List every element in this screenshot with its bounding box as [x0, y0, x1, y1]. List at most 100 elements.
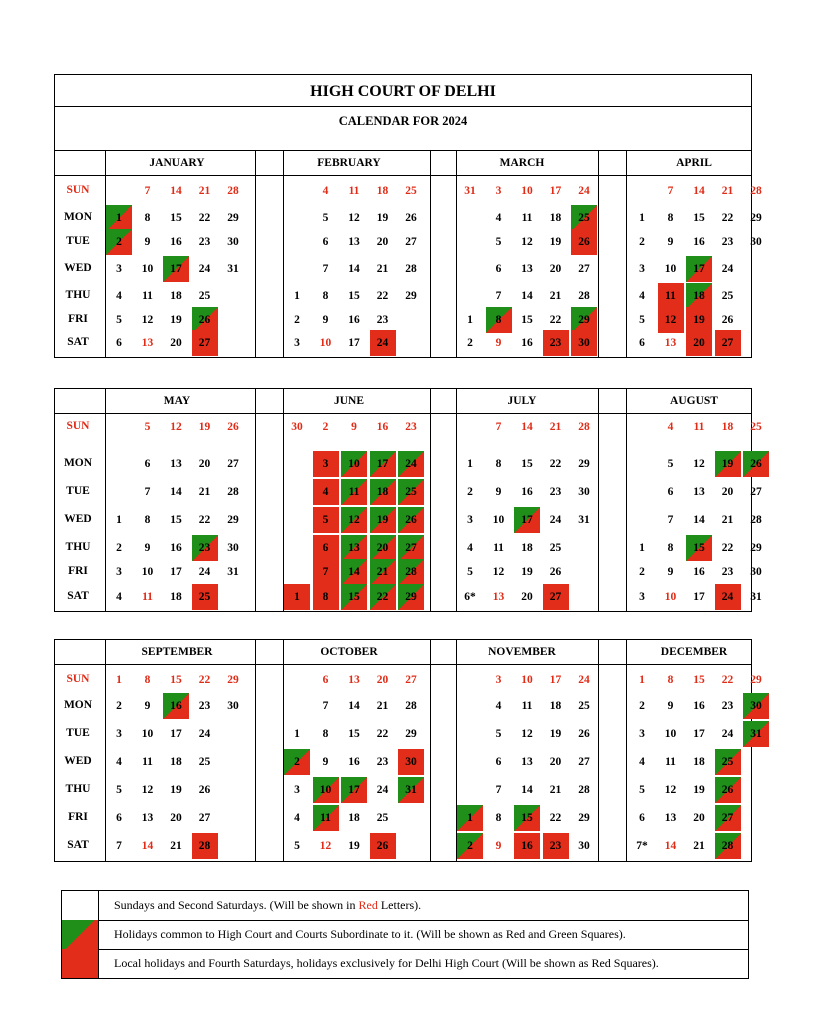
date-number: 27 — [227, 458, 239, 470]
date-number: 3 — [116, 263, 122, 275]
date-number: 3 — [495, 674, 502, 686]
date-number: 29 — [405, 591, 417, 603]
date-number: 28 — [198, 840, 211, 852]
date-number: 19 — [170, 314, 182, 326]
date-number: 18 — [521, 542, 533, 554]
date-number: 27 — [578, 263, 590, 275]
holiday-common-square — [284, 749, 310, 775]
day-name-tue: TUE — [66, 727, 90, 739]
month-name: JUNE — [333, 395, 365, 407]
date-number: 1 — [639, 542, 645, 554]
date-number: 5 — [495, 236, 502, 248]
holiday-local-square — [686, 307, 712, 333]
date-number: 10 — [348, 458, 360, 470]
date-number: 26 — [227, 421, 239, 433]
column-divider — [456, 639, 457, 862]
holiday-common-square — [714, 805, 741, 831]
date-number: 12 — [170, 421, 182, 433]
date-number: 19 — [721, 458, 734, 470]
date-number: 13 — [348, 236, 360, 248]
date-number: 7 — [322, 700, 329, 712]
holiday-local-square — [191, 584, 218, 610]
legend-text: Sundays and Second Saturdays. (Will be s… — [114, 898, 359, 912]
holiday-common-square — [686, 283, 712, 309]
date-number: 15 — [170, 514, 182, 526]
date-number: 8 — [322, 728, 329, 740]
month-name: SEPTEMBER — [141, 646, 213, 658]
date-number: 18 — [693, 756, 705, 768]
holiday-local-square — [312, 507, 339, 533]
date-number: 1 — [294, 290, 300, 302]
date-number: 16 — [521, 840, 533, 852]
page-subtitle: CALENDAR FOR 2024 — [54, 105, 752, 151]
date-number: 7* — [636, 840, 648, 852]
legend-swatch-white — [62, 891, 99, 920]
column-divider — [626, 388, 627, 612]
date-number: 11 — [521, 212, 533, 224]
holiday-local-square — [542, 584, 569, 610]
column-divider — [255, 150, 256, 358]
holiday-common-square — [341, 451, 367, 477]
date-number: 17 — [170, 263, 182, 275]
holiday-local-square — [398, 749, 424, 775]
date-number: 22 — [376, 728, 389, 740]
date-number: 27 — [721, 337, 734, 349]
date-number: 31 — [750, 728, 762, 740]
date-number: 8 — [495, 314, 502, 326]
date-number: 26 — [405, 212, 417, 224]
month-name: FEBRUARY — [317, 157, 381, 169]
date-number: 19 — [348, 840, 360, 852]
date-number: 11 — [142, 756, 153, 768]
date-number: 24 — [721, 728, 734, 740]
date-number: 27 — [198, 812, 211, 824]
date-number: 5 — [116, 314, 122, 326]
date-number: 16 — [170, 700, 182, 712]
date-number: 16 — [348, 756, 360, 768]
date-number: 25 — [750, 421, 762, 433]
holiday-common-square — [398, 451, 424, 477]
date-number: 12 — [664, 784, 677, 796]
date-number: 5 — [322, 514, 329, 526]
date-number: 28 — [405, 263, 417, 275]
date-number: 7 — [144, 486, 151, 498]
date-number: 7 — [495, 784, 502, 796]
date-number: 10 — [492, 514, 505, 526]
date-number: 25 — [578, 212, 590, 224]
date-number: 19 — [549, 236, 562, 248]
column-divider — [430, 388, 431, 612]
date-number: 2 — [639, 236, 645, 248]
date-number: 25 — [198, 290, 211, 302]
date-number: 29 — [578, 458, 590, 470]
date-number: 27 — [549, 591, 562, 603]
date-number: 18 — [549, 700, 562, 712]
date-number: 30 — [578, 337, 590, 349]
date-number: 9 — [495, 486, 502, 498]
date-number: 17 — [549, 674, 562, 686]
quarter-block — [54, 150, 752, 358]
date-number: 14 — [521, 784, 533, 796]
date-number: 12 — [492, 566, 505, 578]
holiday-common-square — [514, 507, 540, 533]
date-number: 20 — [549, 756, 562, 768]
holiday-common-square — [457, 833, 483, 859]
holiday-local-square — [686, 330, 712, 356]
legend-row-red: Local holidays and Fourth Saturdays, hol… — [62, 949, 748, 978]
holiday-common-square — [369, 535, 396, 561]
legend-text: Local holidays and Fourth Saturdays, hol… — [114, 956, 659, 970]
holiday-local-square — [514, 833, 540, 859]
date-number: 22 — [198, 514, 211, 526]
date-number: 13 — [521, 263, 533, 275]
date-number: 24 — [376, 337, 389, 349]
legend-text: Holidays common to High Court and Courts… — [114, 927, 626, 941]
column-divider — [626, 150, 627, 358]
date-number: 17 — [693, 728, 705, 740]
date-number: 3 — [294, 784, 300, 796]
date-number: 21 — [549, 421, 562, 433]
legend-swatch-red — [62, 949, 99, 978]
date-number: 20 — [521, 591, 533, 603]
date-number: 4 — [639, 756, 645, 768]
date-number: 10 — [319, 337, 332, 349]
date-number: 4 — [667, 421, 674, 433]
day-name-thu: THU — [65, 783, 91, 795]
date-number: 11 — [493, 542, 504, 554]
